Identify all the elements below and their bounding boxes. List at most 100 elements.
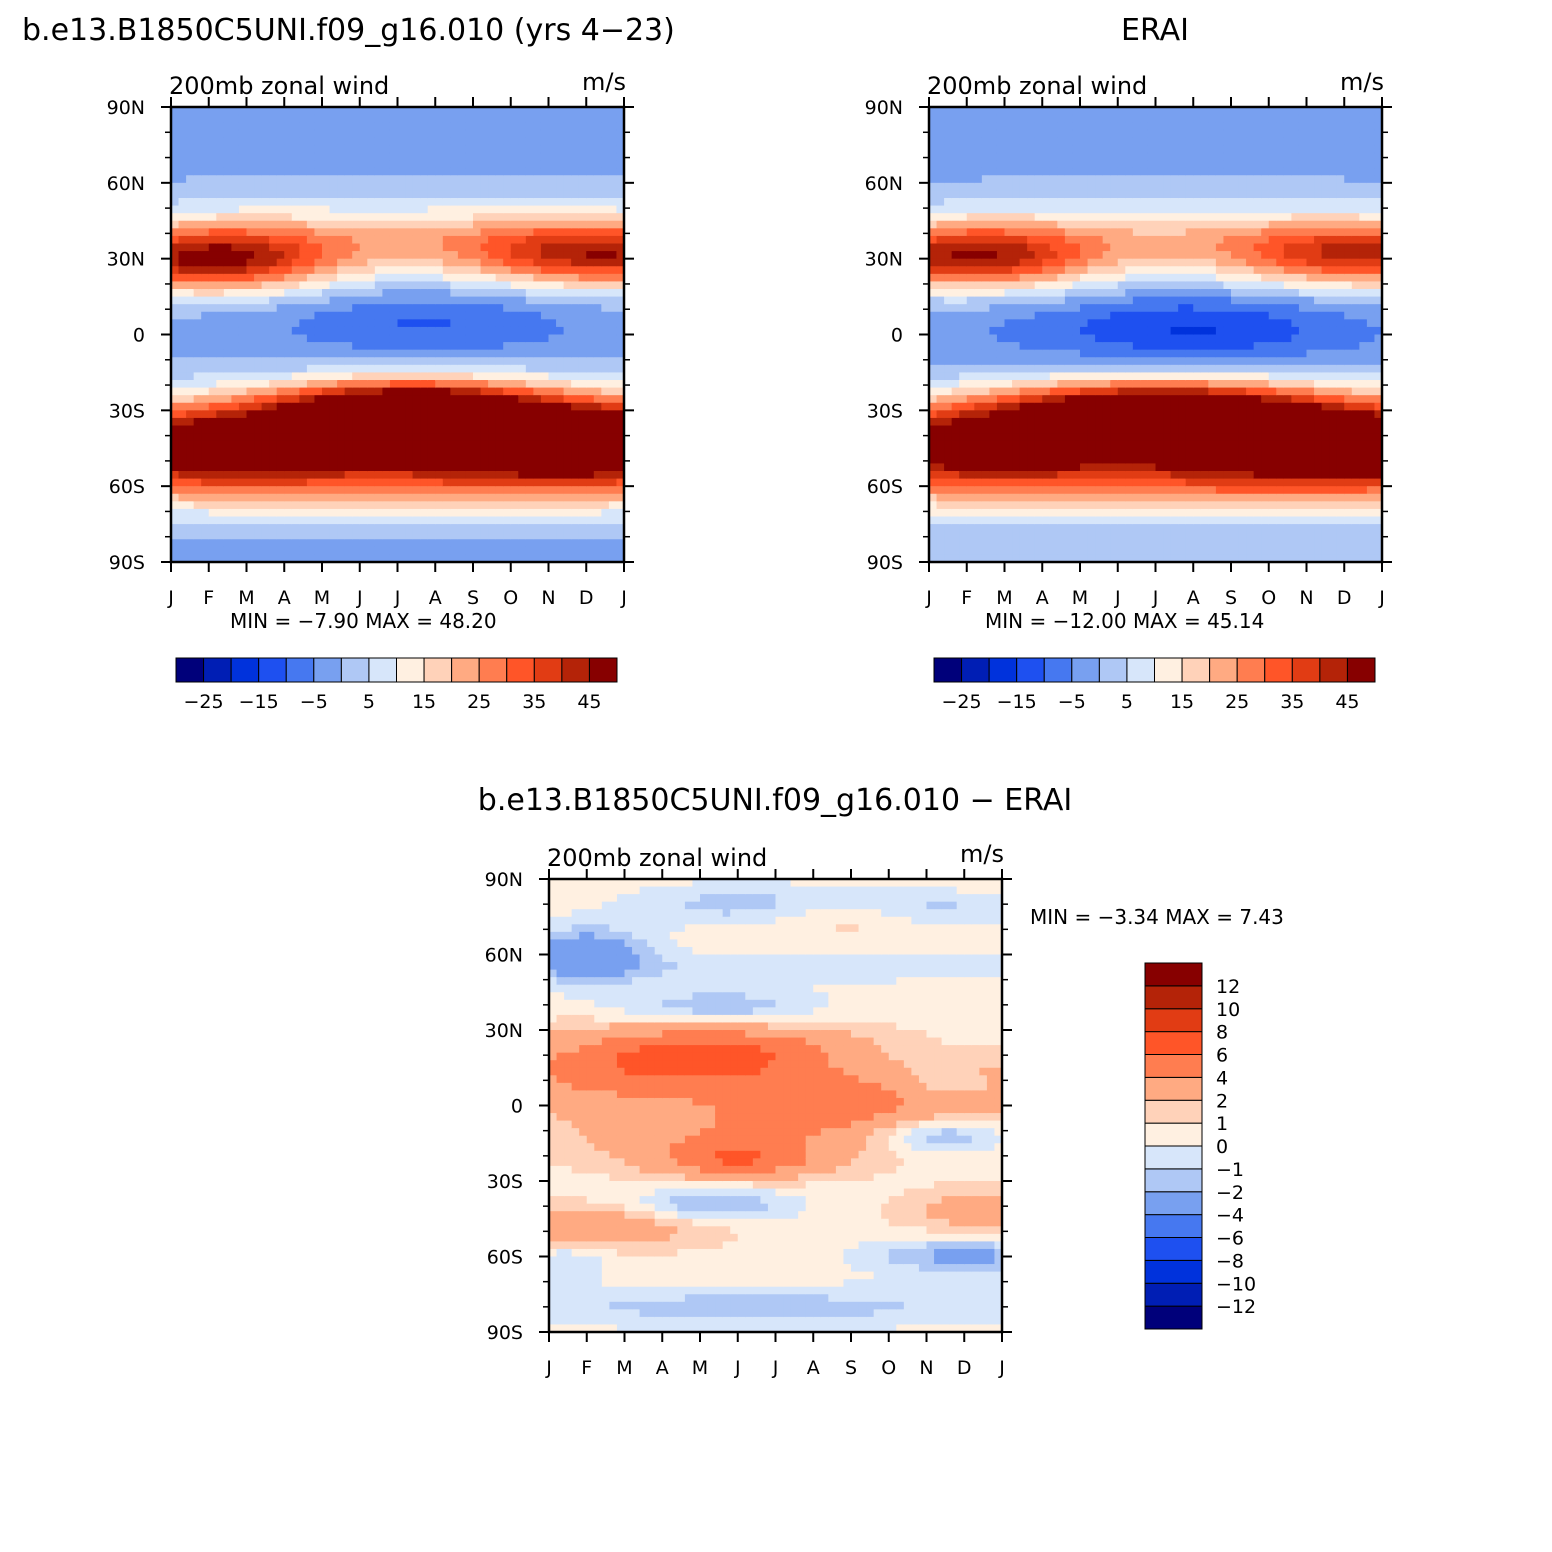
field-cell	[996, 531, 1006, 540]
field-cell	[186, 433, 195, 442]
field-cell	[1027, 205, 1036, 214]
field-cell	[201, 486, 210, 495]
field-cell	[518, 486, 527, 495]
field-cell	[989, 478, 998, 487]
field-cell	[996, 182, 1006, 192]
field-cell	[322, 349, 331, 358]
field-cell	[608, 129, 618, 138]
field-cell	[352, 235, 361, 245]
field-cell	[1057, 220, 1066, 229]
field-cell	[525, 266, 534, 275]
x-tick-label: M	[314, 587, 330, 609]
field-cell	[291, 425, 300, 434]
field-cell	[996, 539, 1006, 548]
field-cell	[374, 273, 383, 283]
field-cell	[291, 160, 300, 169]
field-cell	[1057, 243, 1066, 252]
field-cell	[246, 243, 255, 252]
field-cell	[450, 296, 459, 305]
field-cell	[238, 395, 248, 404]
field-cell	[944, 417, 953, 427]
field-cell	[254, 501, 263, 510]
field-cell	[276, 463, 285, 472]
field-cell	[473, 357, 482, 366]
field-cell	[427, 273, 436, 283]
field-cell	[374, 251, 383, 260]
field-cell	[601, 364, 610, 374]
field-cell	[276, 319, 285, 328]
field-cell	[1064, 273, 1074, 283]
field-cell	[601, 372, 610, 381]
field-cell	[1057, 319, 1066, 328]
field-cell	[223, 508, 232, 518]
field-cell	[936, 107, 945, 116]
field-cell	[1019, 319, 1028, 328]
field-cell	[571, 508, 580, 518]
field-cell	[397, 486, 406, 495]
field-cell	[216, 508, 225, 518]
field-cell	[193, 516, 202, 525]
field-cell	[966, 372, 975, 381]
field-cell	[186, 258, 195, 267]
field-cell	[329, 448, 338, 457]
field-cell	[1080, 319, 1089, 328]
field-cell	[1012, 213, 1021, 222]
field-cell	[412, 463, 421, 472]
field-cell	[951, 357, 960, 366]
field-cell	[216, 349, 225, 358]
field-cell	[291, 220, 300, 229]
field-cell	[374, 455, 383, 465]
field-cell	[299, 235, 308, 245]
field-cell	[238, 190, 248, 199]
field-cell	[510, 539, 519, 548]
field-cell	[1072, 334, 1081, 343]
field-cell	[578, 175, 587, 184]
field-cell	[1004, 342, 1013, 351]
field-cell	[193, 539, 202, 548]
field-cell	[171, 440, 180, 449]
field-cell	[616, 107, 625, 116]
field-cell	[442, 440, 451, 449]
field-cell	[601, 129, 610, 138]
field-cell	[959, 364, 968, 374]
field-cell	[586, 493, 595, 502]
field-cell	[322, 342, 331, 351]
field-cell	[389, 167, 399, 176]
field-cell	[412, 334, 421, 343]
field-cell	[1057, 114, 1066, 123]
field-cell	[178, 410, 187, 419]
field-cell	[510, 220, 519, 229]
field-cell	[510, 410, 519, 419]
field-cell	[1042, 319, 1051, 328]
field-cell	[329, 546, 338, 556]
field-cell	[420, 228, 429, 237]
field-cell	[238, 357, 248, 366]
field-cell	[510, 129, 519, 138]
field-cell	[480, 311, 489, 320]
field-cell	[989, 160, 998, 169]
field-cell	[1080, 205, 1089, 214]
field-cell	[473, 258, 482, 267]
field-cell	[397, 251, 406, 260]
field-cell	[533, 334, 542, 343]
field-cell	[246, 160, 255, 169]
field-cell	[488, 349, 497, 358]
field-cell	[556, 539, 565, 548]
field-cell	[374, 395, 383, 404]
field-cell	[1042, 546, 1051, 556]
field-cell	[246, 524, 255, 533]
field-cell	[1034, 243, 1043, 252]
field-cell	[1080, 508, 1089, 518]
field-cell	[989, 114, 998, 123]
field-cell	[382, 493, 391, 502]
field-cell	[996, 463, 1006, 472]
field-cell	[246, 137, 255, 146]
field-cell	[556, 266, 565, 275]
field-cell	[337, 326, 346, 336]
field-cell	[337, 251, 346, 260]
field-cell	[548, 372, 557, 381]
field-cell	[1087, 251, 1096, 260]
field-cell	[193, 311, 202, 320]
field-cell	[525, 243, 534, 252]
field-cell	[276, 448, 285, 457]
